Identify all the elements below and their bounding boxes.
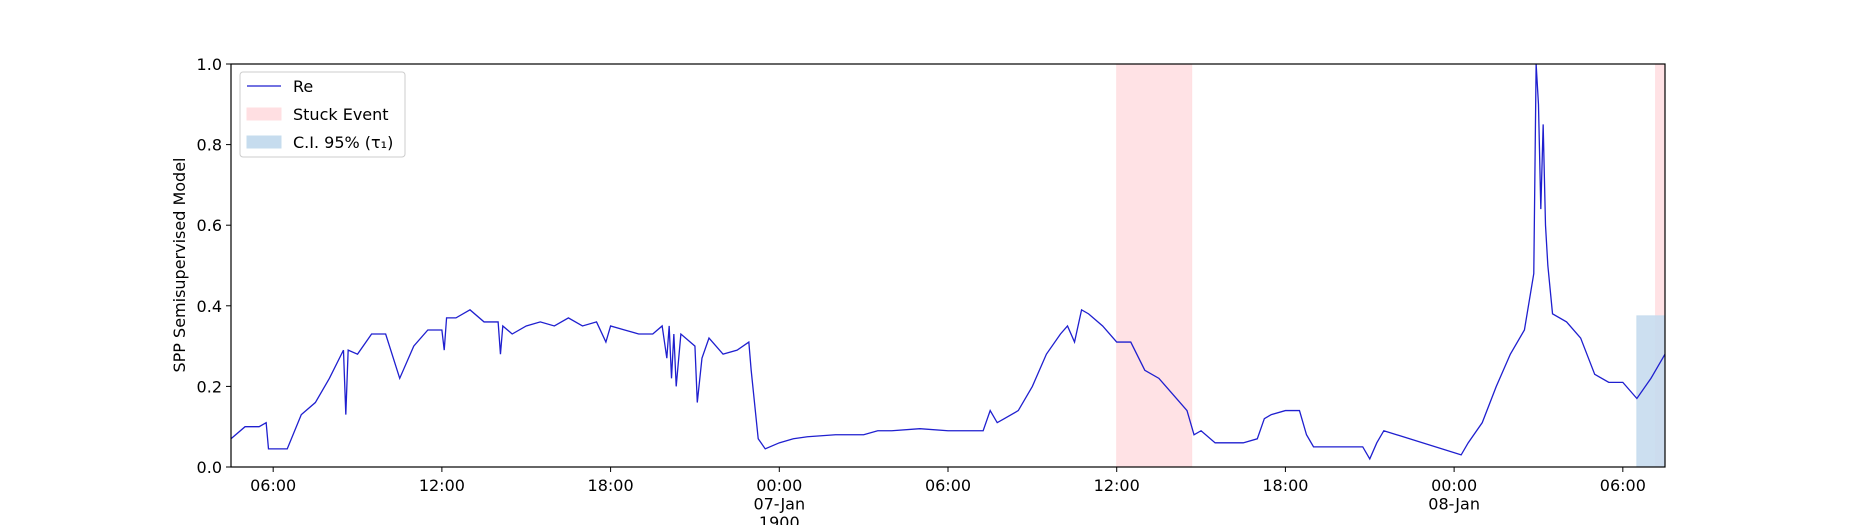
legend-label: Stuck Event [293,105,389,124]
data-line [230,63,1666,461]
legend-swatch [246,107,282,121]
x-tick-label: 18:00 [588,476,634,495]
y-tick-label: 0.6 [197,216,222,235]
y-tick-label: 0.0 [197,458,222,477]
shaded-span [1116,63,1193,468]
y-tick-label: 0.4 [197,297,222,316]
x-tick-label: 00:00 07-Jan 1900 [753,476,805,525]
x-tick-label: 18:00 [1262,476,1308,495]
x-tick-label: 06:00 [1600,476,1646,495]
y-axis-label: SPP Semisupervised Model [170,158,189,373]
y-tick-label: 0.2 [197,377,222,396]
x-tick-label: 00:00 08-Jan [1428,476,1480,513]
x-tick-label: 12:00 [1094,476,1140,495]
legend: Re Stuck Event C.I. 95% (τ₁) [239,71,406,158]
x-tick-label: 06:00 [250,476,296,495]
x-tick-label: 12:00 [419,476,465,495]
x-tick-label: 06:00 [925,476,971,495]
legend-swatch [246,135,282,149]
y-tick-label: 1.0 [197,55,222,74]
legend-label: Re [293,77,313,96]
y-tick-label: 0.8 [197,136,222,155]
plot-frame [230,63,1666,468]
legend-label: C.I. 95% (τ₁) [293,133,393,152]
